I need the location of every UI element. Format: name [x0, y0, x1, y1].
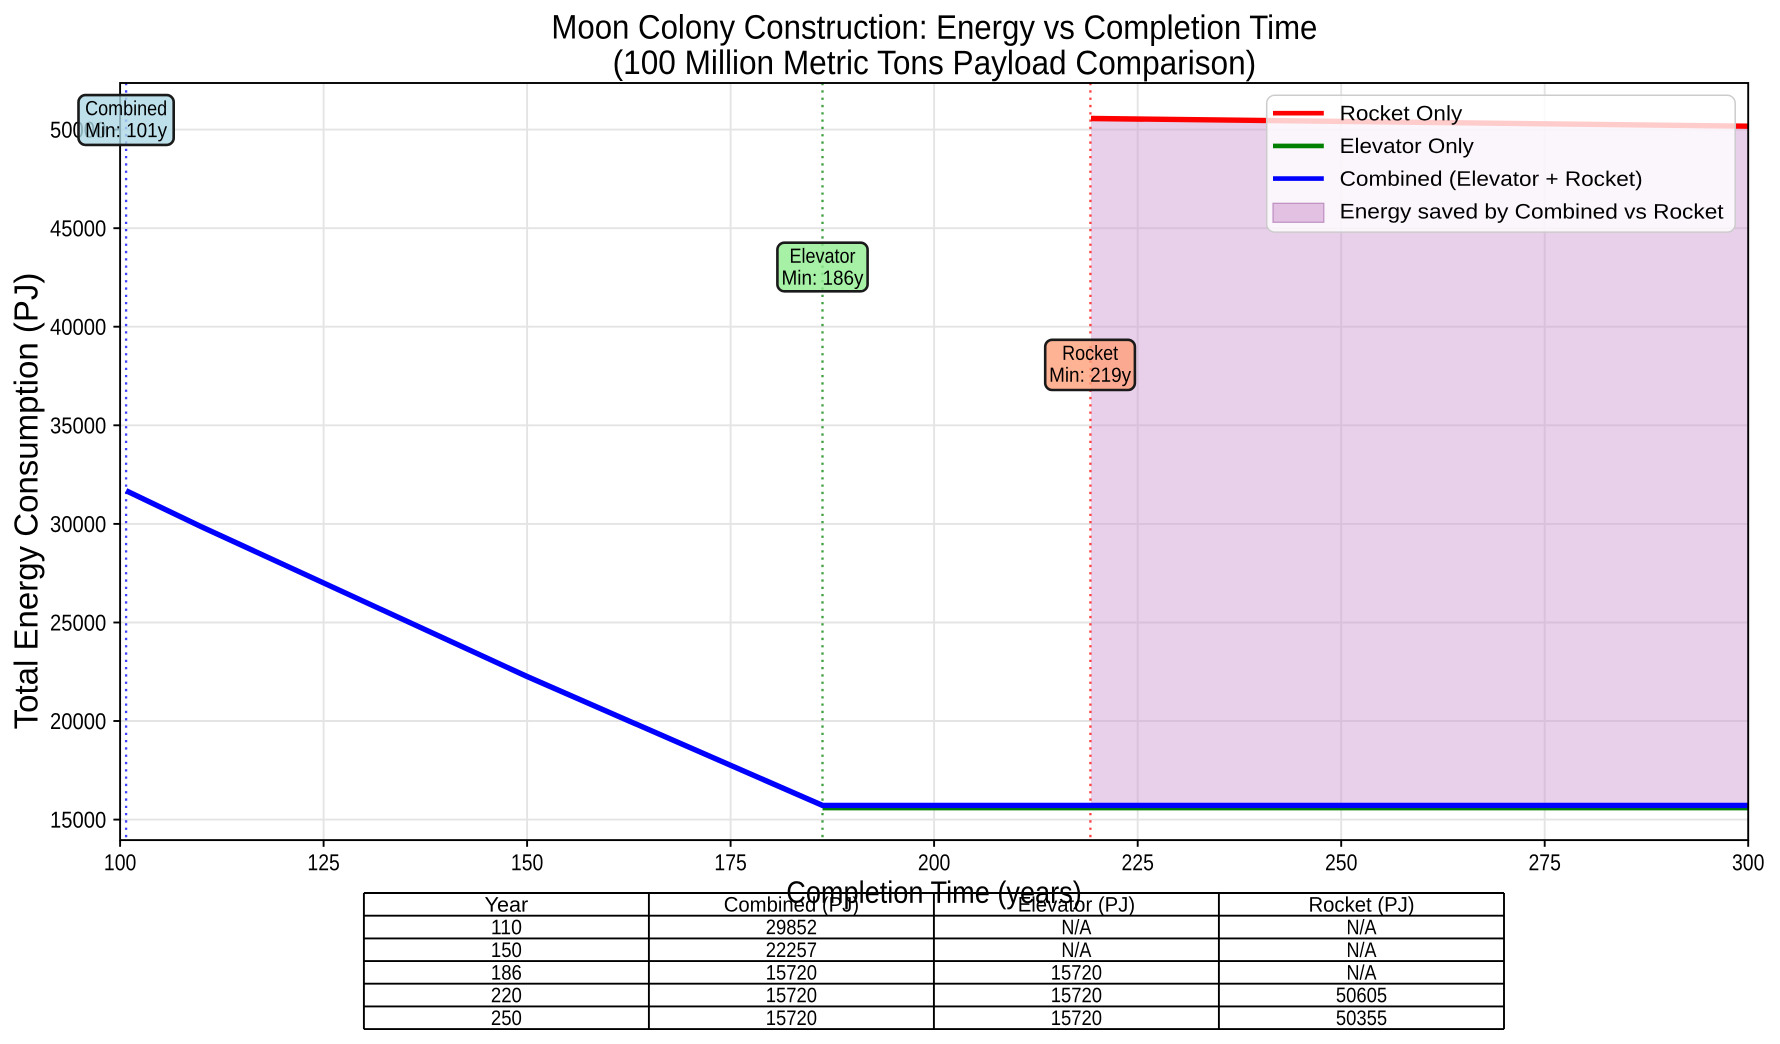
svg-text:15720: 15720 — [766, 984, 817, 1007]
svg-text:N/A: N/A — [1346, 962, 1376, 985]
svg-text:300: 300 — [1732, 849, 1764, 875]
svg-text:Elevator (PJ): Elevator (PJ) — [1018, 894, 1135, 917]
svg-text:Energy saved by Combined vs Ro: Energy saved by Combined vs Rocket — [1340, 200, 1724, 223]
svg-text:45000: 45000 — [50, 215, 106, 241]
svg-text:275: 275 — [1528, 849, 1560, 875]
svg-text:220: 220 — [491, 984, 522, 1007]
svg-text:Min: 219y: Min: 219y — [1049, 364, 1132, 387]
svg-text:15720: 15720 — [1051, 984, 1102, 1007]
svg-text:Total Energy Consumption (PJ): Total Energy Consumption (PJ) — [8, 273, 45, 730]
svg-text:40000: 40000 — [50, 314, 106, 340]
svg-text:Elevator: Elevator — [789, 245, 855, 268]
svg-text:225: 225 — [1121, 849, 1153, 875]
svg-text:175: 175 — [714, 849, 746, 875]
svg-text:Combined (PJ): Combined (PJ) — [724, 894, 859, 917]
svg-text:Min: 101y: Min: 101y — [85, 119, 168, 142]
svg-text:30000: 30000 — [50, 511, 106, 537]
svg-text:(100 Million Metric Tons Paylo: (100 Million Metric Tons Payload Compari… — [613, 44, 1257, 82]
svg-text:186: 186 — [491, 962, 522, 985]
svg-text:150: 150 — [511, 849, 543, 875]
svg-text:20000: 20000 — [50, 708, 106, 734]
svg-text:110: 110 — [491, 916, 522, 939]
svg-text:N/A: N/A — [1061, 939, 1091, 962]
svg-text:150: 150 — [491, 939, 522, 962]
svg-text:N/A: N/A — [1346, 916, 1376, 939]
svg-text:N/A: N/A — [1061, 916, 1091, 939]
svg-text:Rocket (PJ): Rocket (PJ) — [1308, 894, 1414, 917]
svg-text:50605: 50605 — [1336, 984, 1387, 1007]
svg-text:Year: Year — [485, 894, 529, 917]
svg-text:Rocket: Rocket — [1062, 342, 1118, 365]
svg-text:125: 125 — [307, 849, 339, 875]
svg-text:15000: 15000 — [50, 807, 106, 833]
svg-text:15720: 15720 — [1051, 962, 1102, 985]
svg-text:25000: 25000 — [50, 610, 106, 636]
svg-text:15720: 15720 — [766, 1007, 817, 1030]
svg-text:250: 250 — [491, 1007, 522, 1030]
svg-text:29852: 29852 — [766, 916, 817, 939]
svg-text:Moon Colony Construction: Ener: Moon Colony Construction: Energy vs Comp… — [551, 9, 1317, 48]
svg-text:35000: 35000 — [50, 412, 106, 438]
svg-text:250: 250 — [1325, 849, 1357, 875]
svg-text:22257: 22257 — [766, 939, 817, 962]
svg-text:Min: 186y: Min: 186y — [781, 267, 864, 290]
svg-text:Rocket Only: Rocket Only — [1340, 102, 1463, 125]
svg-text:200: 200 — [918, 849, 950, 875]
svg-text:100: 100 — [104, 849, 136, 875]
svg-text:15720: 15720 — [1051, 1007, 1102, 1030]
svg-text:50355: 50355 — [1336, 1007, 1387, 1030]
svg-text:15720: 15720 — [766, 962, 817, 985]
svg-text:Completion Time (years): Completion Time (years) — [786, 875, 1082, 910]
svg-text:Combined (Elevator + Rocket): Combined (Elevator + Rocket) — [1340, 168, 1643, 191]
svg-text:Elevator Only: Elevator Only — [1340, 135, 1475, 158]
svg-text:N/A: N/A — [1346, 939, 1376, 962]
svg-text:Combined: Combined — [85, 97, 167, 120]
